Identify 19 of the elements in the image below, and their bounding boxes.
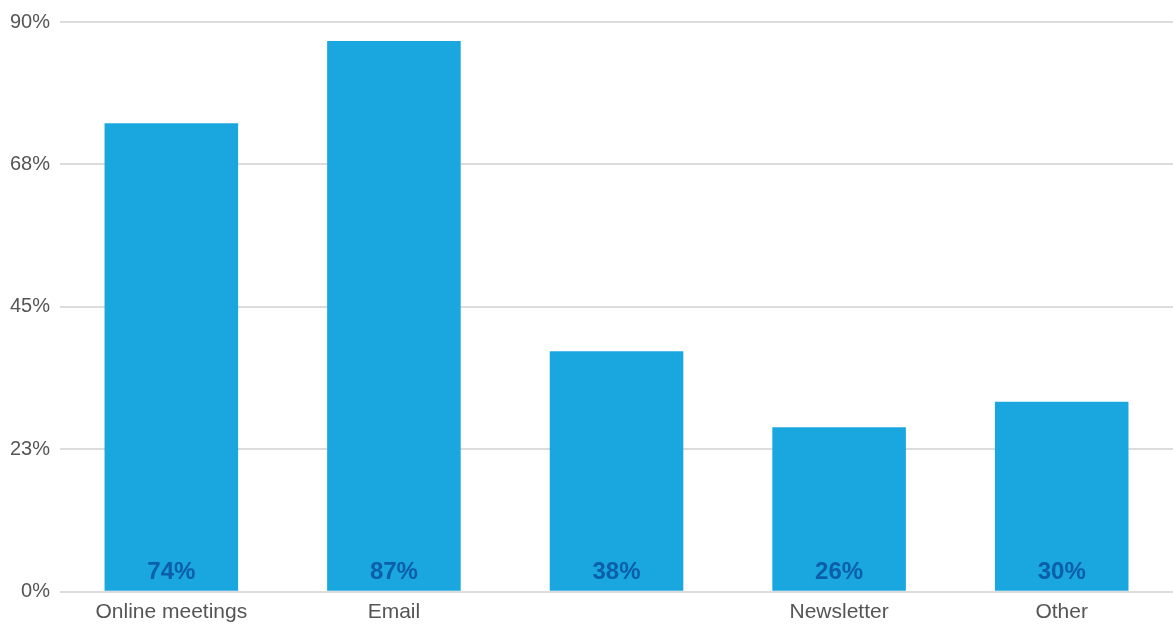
- bar: [994, 401, 1129, 591]
- data-label: 26%: [815, 557, 864, 585]
- data-label: 74%: [147, 557, 196, 585]
- x-tick-label: Other: [1035, 599, 1088, 623]
- y-tick-label: 90%: [10, 9, 51, 32]
- y-tick-label: 68%: [10, 151, 51, 174]
- data-label: 87%: [369, 557, 418, 585]
- data-label: 30%: [1037, 557, 1086, 585]
- bar: [549, 351, 684, 591]
- data-label: 38%: [592, 557, 641, 585]
- y-tick-label: 45%: [10, 294, 51, 317]
- bar: [104, 123, 239, 591]
- y-tick-label: 0%: [21, 579, 51, 602]
- x-tick-label: Online meetings: [95, 599, 248, 623]
- bar: [772, 427, 906, 591]
- x-tick-label: Newsletter: [789, 599, 889, 623]
- bar: [327, 40, 461, 591]
- y-tick-label: 23%: [10, 436, 51, 459]
- x-tick-label: Email: [367, 599, 421, 623]
